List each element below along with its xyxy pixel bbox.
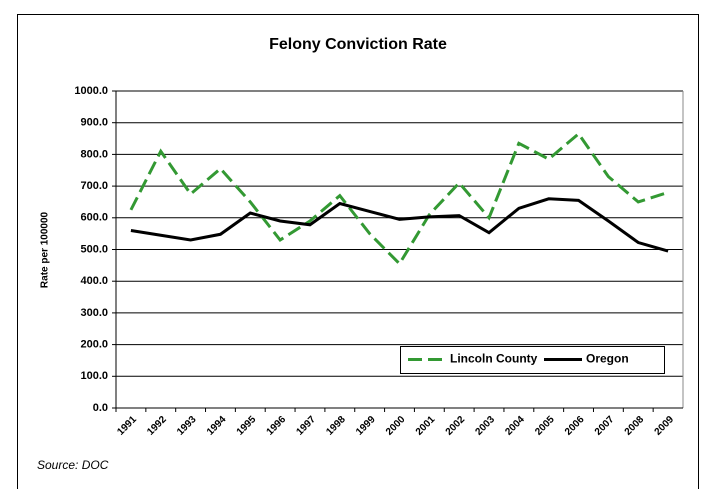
y-tick-label: 1000.0	[74, 85, 108, 97]
legend-label: Lincoln County	[450, 352, 538, 366]
y-tick-label: 300.0	[80, 307, 108, 319]
legend-label: Oregon	[586, 352, 629, 366]
y-tick-label: 500.0	[80, 243, 108, 255]
y-tick-label: 400.0	[80, 275, 108, 287]
y-tick-label: 800.0	[80, 148, 108, 160]
series-line	[130, 197, 669, 253]
y-tick-label: 600.0	[80, 212, 108, 224]
legend-box	[400, 346, 665, 374]
y-tick-label: 0.0	[93, 402, 108, 414]
y-tick-label: 700.0	[80, 180, 108, 192]
y-tick-label: 900.0	[80, 117, 108, 129]
y-axis-label: Rate per 100000	[40, 211, 51, 288]
chart-title: Felony Conviction Rate	[269, 36, 447, 53]
source-note: Source: DOC	[37, 458, 109, 472]
chart-border	[17, 14, 699, 489]
y-tick-label: 200.0	[80, 339, 108, 351]
y-tick-label: 100.0	[80, 370, 108, 382]
